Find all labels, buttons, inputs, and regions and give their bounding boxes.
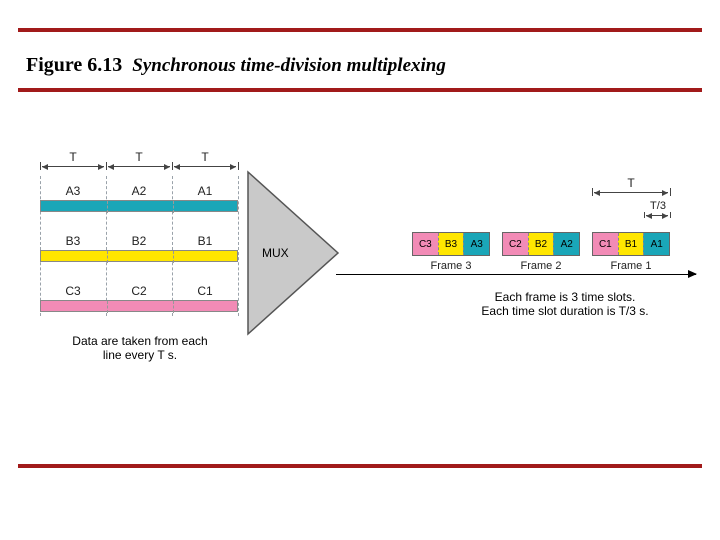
out-t3-tick-r <box>670 212 671 218</box>
frame3-label: Frame 3 <box>412 260 490 272</box>
frame-1: C1 B1 A1 <box>592 232 670 256</box>
figure-caption: Synchronous time-division multiplexing <box>132 55 446 76</box>
output-axis <box>336 274 696 275</box>
out-t3-label: T/3 <box>638 200 678 212</box>
row-b-div-2 <box>173 251 174 263</box>
mid-rule <box>18 88 702 92</box>
label-a1: A1 <box>172 184 238 198</box>
guide-v3 <box>238 176 239 316</box>
label-a2: A2 <box>106 184 172 198</box>
frame2-b: B2 <box>528 233 554 255</box>
out-tick-r <box>670 188 671 196</box>
output-caption: Each frame is 3 time slots. Each time sl… <box>440 290 690 318</box>
row-c-bar <box>40 300 238 312</box>
output-arrowhead <box>688 270 697 278</box>
t-label-1: T <box>106 150 172 164</box>
top-rule <box>18 28 702 32</box>
t-arrow-2 <box>174 166 236 167</box>
t-label-0: T <box>40 150 106 164</box>
label-b1: B1 <box>172 234 238 248</box>
out-t3-arrow <box>646 215 668 216</box>
frame1-c: C1 <box>593 233 618 255</box>
out-t-arrow <box>594 192 668 193</box>
row-c-div-2 <box>173 301 174 313</box>
frame3-c: C3 <box>413 233 438 255</box>
label-c2: C2 <box>106 284 172 298</box>
out-t3-tick-l <box>644 212 645 218</box>
row-b-div-1 <box>107 251 108 263</box>
label-c1: C1 <box>172 284 238 298</box>
tdm-diagram: T T T A3 A2 A1 B3 B2 B1 C3 C2 C1 Data ar… <box>0 150 720 450</box>
mux-triangle <box>246 170 346 340</box>
frame2-c: C2 <box>503 233 528 255</box>
t-arrow-1 <box>108 166 170 167</box>
t-label-2: T <box>172 150 238 164</box>
frame1-label: Frame 1 <box>592 260 670 272</box>
frame2-label: Frame 2 <box>502 260 580 272</box>
label-c3: C3 <box>40 284 106 298</box>
input-caption: Data are taken from each line every T s. <box>40 334 240 362</box>
label-a3: A3 <box>40 184 106 198</box>
bottom-rule <box>18 464 702 468</box>
row-c-div-1 <box>107 301 108 313</box>
t-arrow-0 <box>42 166 104 167</box>
frame3-a: A3 <box>463 233 489 255</box>
out-t-label: T <box>592 176 670 190</box>
row-a-bar <box>40 200 238 212</box>
frame-2: C2 B2 A2 <box>502 232 580 256</box>
row-a-div-1 <box>107 201 108 213</box>
frame2-a: A2 <box>553 233 579 255</box>
figure-number: Figure 6.13 <box>26 54 122 76</box>
frame1-b: B1 <box>618 233 644 255</box>
figure-title: Figure 6.13 Synchronous time-division mu… <box>26 54 446 77</box>
frame1-a: A1 <box>643 233 669 255</box>
label-b3: B3 <box>40 234 106 248</box>
mux-label: MUX <box>262 246 289 260</box>
row-b-bar <box>40 250 238 262</box>
tick-3 <box>238 162 239 170</box>
row-a-div-2 <box>173 201 174 213</box>
frame3-b: B3 <box>438 233 464 255</box>
frame-3: C3 B3 A3 <box>412 232 490 256</box>
label-b2: B2 <box>106 234 172 248</box>
